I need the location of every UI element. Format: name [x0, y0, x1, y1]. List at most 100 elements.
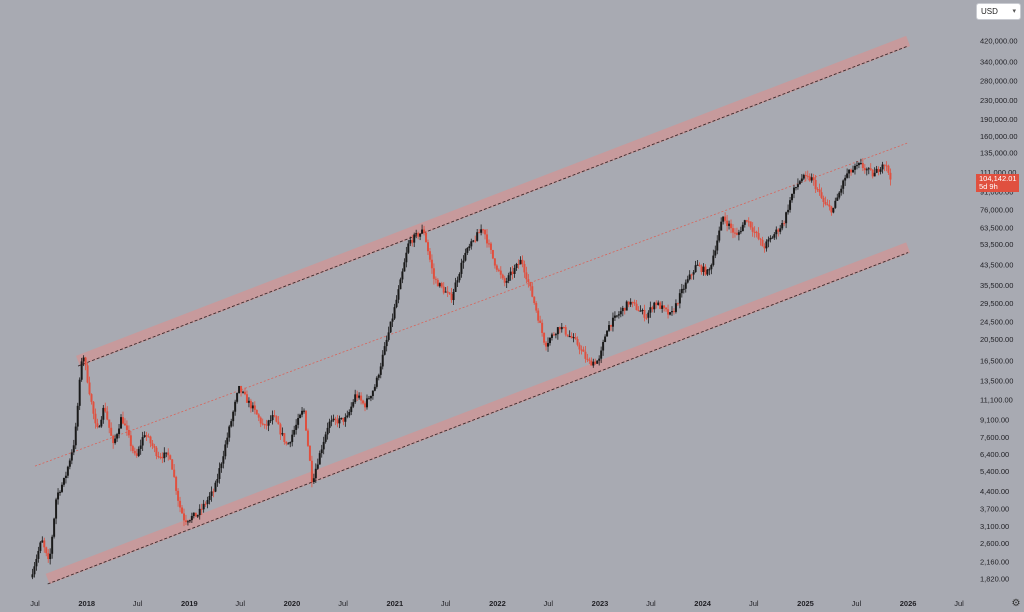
candle	[70, 449, 73, 465]
candle	[66, 465, 69, 479]
y-tick-label: 111,000.00	[980, 168, 1016, 177]
candle	[348, 409, 351, 418]
candle	[596, 360, 599, 364]
candle	[657, 300, 660, 306]
candle	[88, 376, 91, 396]
candle	[487, 239, 490, 248]
candle	[208, 492, 211, 505]
candle	[798, 179, 801, 185]
candle	[631, 301, 634, 308]
y-tick-label: 2,160.00	[980, 558, 1009, 567]
candle	[777, 228, 780, 237]
candle	[121, 411, 124, 425]
candle	[159, 452, 162, 460]
y-tick-label: 91,000.00	[980, 188, 1013, 197]
candle	[724, 212, 727, 224]
candle	[125, 420, 128, 436]
candle	[273, 410, 276, 418]
candle	[446, 286, 449, 298]
y-tick-label: 63,500.00	[980, 223, 1013, 232]
candle	[82, 355, 85, 367]
candle	[633, 299, 636, 306]
candle	[576, 336, 579, 347]
candle	[771, 235, 774, 239]
candle	[613, 311, 616, 322]
candle	[710, 263, 713, 275]
candle	[131, 444, 134, 454]
candle	[808, 173, 811, 182]
x-tick-label: Jul	[441, 599, 451, 608]
candle	[775, 226, 778, 240]
candle	[346, 410, 349, 419]
candle	[535, 301, 538, 313]
candle	[755, 230, 758, 238]
candle	[94, 408, 97, 429]
candle	[218, 462, 221, 484]
candle	[830, 205, 833, 216]
candle	[405, 246, 408, 268]
candle	[513, 264, 516, 278]
candle	[690, 273, 693, 280]
candle	[519, 256, 522, 265]
candle	[206, 496, 209, 509]
candle	[161, 452, 164, 464]
candle	[184, 514, 187, 525]
candle	[867, 167, 870, 175]
candle	[242, 390, 245, 394]
candle	[541, 319, 544, 337]
candle	[139, 439, 142, 455]
x-tick-label: Jul	[954, 599, 964, 608]
candle	[413, 232, 416, 248]
candle	[381, 350, 384, 370]
currency-select-value: USD	[981, 7, 998, 16]
candle	[531, 282, 534, 298]
candle	[62, 477, 65, 487]
candle	[478, 229, 481, 234]
candle	[434, 276, 437, 284]
candle	[96, 418, 99, 429]
y-tick-label: 43,500.00	[980, 261, 1013, 270]
candle	[800, 174, 803, 183]
candle	[739, 226, 742, 235]
candle	[560, 323, 563, 333]
y-tick-label: 160,000.00	[980, 132, 1018, 141]
candle	[332, 414, 335, 422]
candle	[118, 423, 121, 439]
candle	[767, 236, 770, 248]
candle	[100, 416, 103, 428]
candle	[328, 418, 331, 434]
candle	[783, 220, 786, 227]
candle	[779, 224, 782, 235]
candle	[698, 262, 701, 267]
candle	[304, 410, 307, 432]
gear-icon[interactable]: ⚙	[1011, 598, 1021, 609]
x-tick-label: 2022	[489, 599, 506, 608]
candle	[135, 449, 138, 458]
mid-channel-line	[34, 142, 909, 467]
candle	[889, 168, 892, 186]
candle	[271, 410, 274, 425]
candle	[667, 304, 670, 319]
candle	[186, 520, 189, 526]
candle	[682, 284, 685, 294]
candle	[852, 165, 855, 173]
candle	[533, 296, 536, 305]
candle	[53, 517, 56, 539]
candle	[505, 277, 508, 289]
x-tick-label: Jul	[30, 599, 40, 608]
candle	[226, 432, 229, 448]
y-tick-label: 76,000.00	[980, 206, 1013, 215]
currency-select[interactable]: USD ▾	[976, 3, 1021, 20]
candle	[716, 235, 719, 255]
candle	[686, 275, 689, 284]
candle	[547, 337, 550, 352]
candle	[287, 442, 290, 445]
candle	[407, 240, 410, 255]
current-price-badge: 104,142.01 5d 9h	[976, 174, 1019, 192]
candle	[212, 488, 215, 498]
candle	[653, 301, 656, 313]
candle	[310, 455, 313, 488]
candle	[419, 233, 422, 241]
y-tick-label: 9,100.00	[980, 415, 1009, 424]
